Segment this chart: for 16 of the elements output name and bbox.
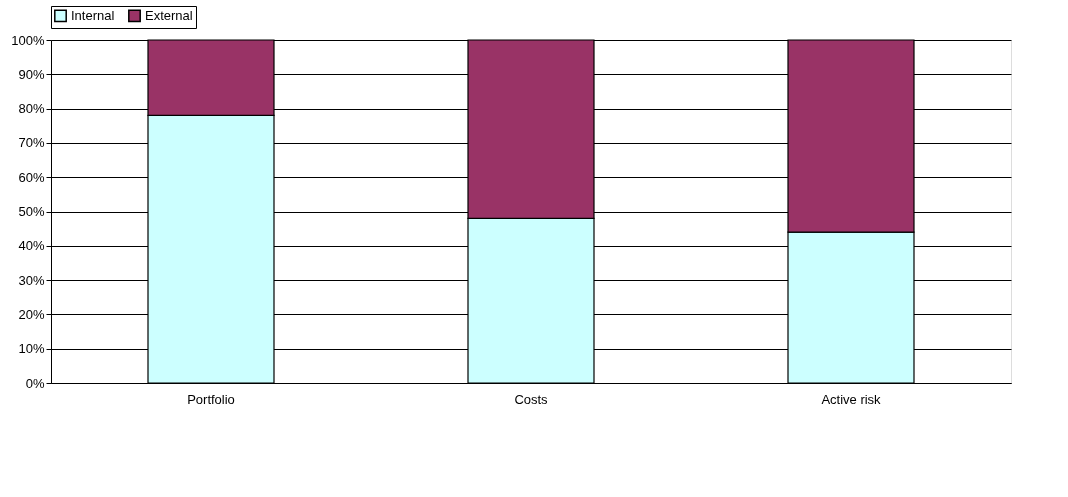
y-tick-label: 70%: [18, 135, 45, 151]
y-tick-label: 50%: [18, 204, 45, 219]
legend-label: External: [145, 7, 193, 23]
legend-label: Internal: [71, 7, 115, 23]
y-tick-label: 90%: [18, 66, 45, 82]
y-tick-label: 80%: [18, 101, 45, 117]
y-tick-label: 100%: [11, 32, 45, 48]
y-tick-label: 40%: [18, 238, 45, 254]
y-tick-label: 0%: [25, 375, 45, 391]
x-tick-label: Active risk: [821, 391, 882, 407]
x-tick-label: Portfolio: [187, 391, 235, 407]
y-tick-label: 60%: [18, 169, 45, 185]
y-tick-label: 20%: [18, 306, 45, 322]
y-tick-label: 30%: [18, 272, 45, 288]
x-tick-label: Costs: [514, 391, 549, 407]
y-tick-label: 10%: [18, 341, 45, 357]
